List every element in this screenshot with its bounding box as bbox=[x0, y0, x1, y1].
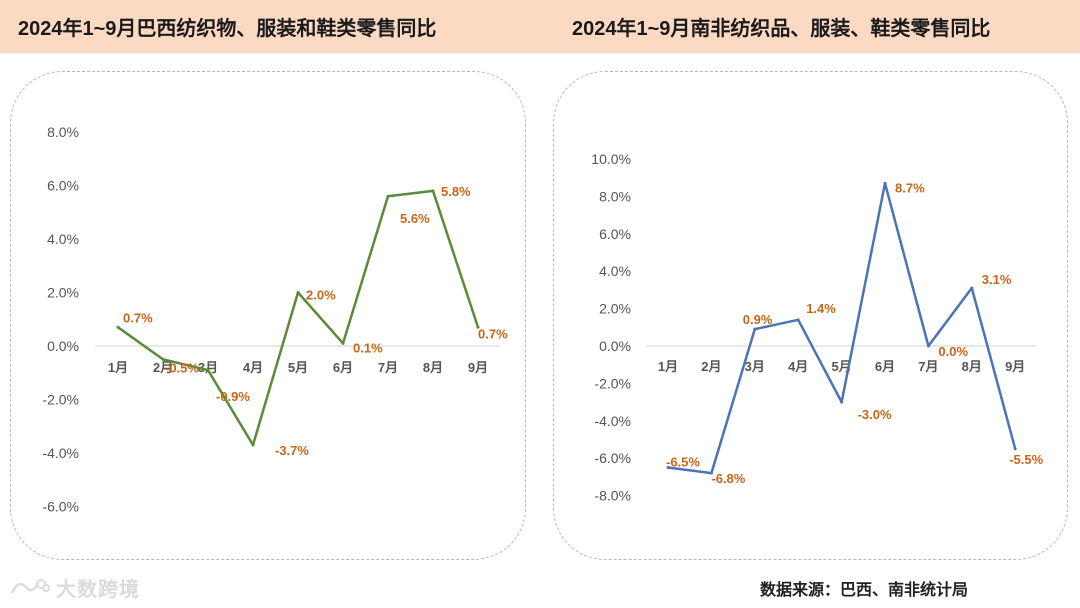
south-africa-chart-panel bbox=[553, 71, 1068, 560]
brazil-category-label: 7月 bbox=[378, 360, 398, 375]
brazil-series-line bbox=[117, 189, 480, 447]
brazil-ytick-label: 4.0% bbox=[47, 231, 79, 247]
brazil-ytick-label: 2.0% bbox=[47, 285, 79, 301]
south-africa-data-label: 0.0% bbox=[938, 344, 968, 359]
south-africa-category-label: 2月 bbox=[701, 359, 721, 374]
brazil-data-label: 0.1% bbox=[353, 340, 383, 355]
south-africa-category-label: 1月 bbox=[658, 359, 678, 374]
brazil-data-label: 2.0% bbox=[306, 288, 336, 303]
south-africa-data-point bbox=[709, 471, 713, 475]
brazil-data-point bbox=[431, 189, 435, 193]
brazil-category-label: 9月 bbox=[468, 360, 488, 375]
brazil-category-label: 6月 bbox=[333, 360, 353, 375]
south-africa-data-point bbox=[666, 466, 670, 470]
south-africa-category-label: 7月 bbox=[918, 359, 938, 374]
data-source-note: 数据来源：巴西、南非统计局 bbox=[760, 582, 969, 599]
brand-logo-icon bbox=[10, 579, 50, 594]
brazil-data-label: 5.6% bbox=[400, 211, 430, 226]
brazil-data-point bbox=[296, 291, 300, 294]
brazil-ytick-label: 8.0% bbox=[47, 124, 79, 140]
south-africa-data-point bbox=[883, 181, 887, 185]
brazil-category-label: 2月 bbox=[153, 360, 173, 375]
brazil-data-point bbox=[476, 325, 480, 329]
south-africa-category-label: 8月 bbox=[962, 359, 982, 374]
brazil-chart-panel bbox=[10, 71, 526, 560]
south-africa-series-line bbox=[667, 182, 1017, 475]
brand-logo: 大数跨境 bbox=[8, 573, 140, 601]
south-africa-ytick-label: 10.0% bbox=[591, 151, 631, 167]
south-africa-data-label: -5.5% bbox=[1009, 452, 1043, 467]
south-africa-ytick-label: -8.0% bbox=[594, 488, 631, 504]
brazil-category-label: 4月 bbox=[243, 360, 263, 375]
brazil-data-point bbox=[251, 443, 255, 447]
south-africa-ytick-label: 8.0% bbox=[599, 188, 631, 204]
south-africa-ytick-label: 2.0% bbox=[599, 301, 631, 317]
brazil-data-point bbox=[116, 325, 120, 329]
brazil-ytick-label: -6.0% bbox=[42, 499, 79, 515]
south-africa-data-point bbox=[1013, 447, 1017, 451]
south-africa-data-label: 1.4% bbox=[806, 301, 836, 316]
brazil-data-label: -3.7% bbox=[275, 443, 309, 458]
brazil-data-label: -0.9% bbox=[216, 389, 250, 404]
brazil-data-point bbox=[341, 341, 345, 345]
brazil-category-label: 1月 bbox=[108, 360, 128, 375]
brazil-data-point bbox=[206, 368, 210, 372]
brazil-data-point bbox=[161, 357, 165, 361]
south-africa-ytick-label: 4.0% bbox=[599, 263, 631, 279]
south-africa-data-label: 8.7% bbox=[895, 180, 925, 195]
right-chart-title: 2024年1~9月南非纺织品、服装、鞋类零售同比 bbox=[572, 18, 991, 40]
brazil-ytick-label: -2.0% bbox=[42, 392, 79, 408]
south-africa-ytick-label: -2.0% bbox=[594, 375, 631, 391]
brazil-ytick-label: -4.0% bbox=[42, 445, 79, 461]
south-africa-data-point bbox=[753, 327, 757, 331]
brazil-data-label: 0.7% bbox=[478, 326, 508, 341]
header-bar: 2024年1~9月巴西纺织物、服装和鞋类零售同比 2024年1~9月南非纺织品、… bbox=[0, 0, 1080, 53]
south-africa-category-label: 4月 bbox=[788, 359, 808, 374]
brand-logo-text: 大数跨境 bbox=[56, 578, 140, 601]
brazil-ytick-label: 6.0% bbox=[47, 178, 79, 194]
south-africa-data-point bbox=[840, 400, 844, 404]
brazil-ytick-label: 0.0% bbox=[47, 338, 79, 354]
south-africa-data-label: -3.0% bbox=[858, 407, 892, 422]
brazil-category-label: 3月 bbox=[198, 360, 218, 375]
south-africa-ytick-label: 6.0% bbox=[599, 226, 631, 242]
brazil-category-label: 5月 bbox=[288, 360, 308, 375]
brazil-data-label: -0.5% bbox=[165, 360, 199, 375]
south-africa-data-label: 0.9% bbox=[743, 312, 773, 327]
brazil-category-label: 8月 bbox=[423, 360, 443, 375]
south-africa-category-label: 9月 bbox=[1005, 359, 1025, 374]
south-africa-data-point bbox=[796, 318, 800, 322]
brazil-data-label: 0.7% bbox=[123, 310, 153, 325]
south-africa-ytick-label: 0.0% bbox=[599, 338, 631, 354]
left-chart-title: 2024年1~9月巴西纺织物、服装和鞋类零售同比 bbox=[18, 18, 437, 40]
south-africa-data-label: 3.1% bbox=[982, 272, 1012, 287]
south-africa-data-label: -6.8% bbox=[711, 471, 745, 486]
south-africa-category-label: 3月 bbox=[745, 359, 765, 374]
south-africa-ytick-label: -6.0% bbox=[594, 450, 631, 466]
south-africa-ytick-label: -4.0% bbox=[594, 413, 631, 429]
south-africa-data-label: -6.5% bbox=[666, 455, 700, 470]
brazil-data-point bbox=[386, 194, 390, 198]
south-africa-data-point bbox=[926, 344, 930, 348]
brazil-data-label: 5.8% bbox=[441, 184, 471, 199]
south-africa-data-point bbox=[970, 286, 974, 290]
south-africa-category-label: 6月 bbox=[875, 359, 895, 374]
